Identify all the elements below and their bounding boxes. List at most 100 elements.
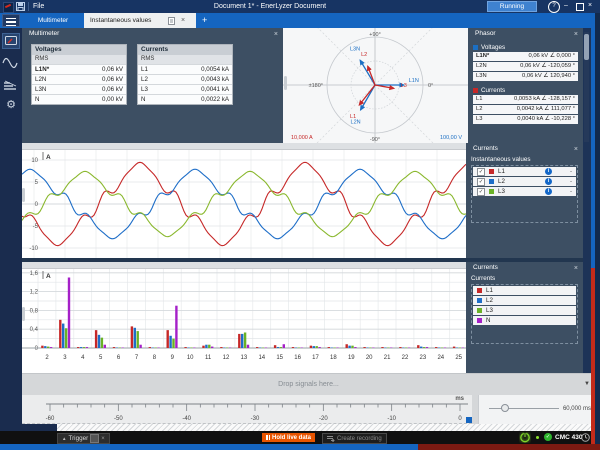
help-icon[interactable]: ? (548, 1, 560, 13)
sidebar-item-waveform[interactable] (2, 56, 20, 72)
phasor-row[interactable]: L3 0,0040 kA ∠ -10,228 ° (473, 115, 578, 124)
info-icon[interactable]: i (544, 168, 552, 175)
phasor-row[interactable]: L2N 0,06 kV ∠ -120,059 ° (473, 62, 578, 71)
row-value: 0,06 kV (102, 66, 123, 73)
hamburger-menu-icon[interactable] (2, 14, 20, 27)
svg-text:0°: 0° (428, 83, 433, 89)
legend-item[interactable]: L1 (473, 286, 576, 295)
sidebar-item-harmonics[interactable] (2, 78, 20, 94)
panel-title: Currents (473, 264, 498, 271)
signal-checkbox[interactable]: ✓ (477, 167, 485, 176)
phasor-row[interactable]: L2 0,0042 kA ∠ 111,077 ° (473, 105, 578, 114)
sidebar-item-multimeter[interactable] (2, 33, 20, 49)
phasor-row[interactable]: L3N 0,06 kV ∠ 120,940 ° (473, 72, 578, 81)
table-row[interactable]: L2N 0,06 kV (32, 74, 126, 84)
expand-down-icon[interactable]: ▼ (584, 381, 590, 387)
legend-item[interactable]: L2 (473, 296, 576, 305)
tab-instantaneous-values[interactable]: Instantaneous values × (84, 13, 196, 28)
splitter-handle[interactable] (284, 76, 287, 90)
legend-item[interactable]: L3 (473, 306, 576, 315)
close-icon[interactable]: × (573, 146, 578, 153)
power-icon[interactable] (519, 432, 531, 443)
hold-live-data-button[interactable]: Hold live data (262, 433, 316, 442)
row-value: 0,0043 kA (201, 76, 229, 83)
time-ruler[interactable]: ms -60 -50 -40 -30 -20 -10 0 (22, 395, 472, 424)
row-name: L3N (476, 73, 487, 79)
voltage-color-swatch (473, 44, 478, 50)
save-icon[interactable] (16, 2, 25, 11)
slider-track[interactable] (489, 408, 559, 409)
harmonics-currents-panel: Currents × Currents L1 L2 L3 N (466, 262, 583, 373)
signal-checkbox[interactable]: ✓ (477, 177, 485, 186)
close-icon[interactable]: × (273, 31, 278, 38)
svg-text:4: 4 (81, 355, 85, 361)
file-menu[interactable]: File (33, 3, 45, 10)
tab-multimeter[interactable]: Multimeter (37, 17, 69, 24)
list-item[interactable]: ✓ L1 i - (473, 167, 576, 176)
row-value: 0,00 kV (102, 96, 123, 103)
row-name: L2 (476, 106, 483, 112)
svg-text:17: 17 (312, 355, 319, 361)
right-gutter (583, 28, 591, 431)
timeline-row: ms -60 -50 -40 -30 -20 -10 0 60,000 ms (22, 395, 595, 424)
new-tab-button[interactable]: + (202, 15, 208, 25)
signal-color-swatch (489, 189, 494, 194)
table-row[interactable]: L2 0,0043 kA (138, 74, 232, 84)
maximize-icon[interactable] (576, 3, 584, 11)
info-icon[interactable]: i (544, 178, 552, 185)
list-item[interactable]: ✓ L3 i - (473, 187, 576, 196)
check-icon: ✓ (544, 433, 552, 441)
legend-item[interactable]: N (473, 316, 576, 325)
scrollbar-track[interactable] (584, 32, 589, 142)
svg-text:0,8: 0,8 (30, 308, 39, 314)
phasor-row[interactable]: L1N* 0,06 kV ∠ 0,000 ° (473, 52, 578, 61)
table-row[interactable]: N 0,00 kV (32, 94, 126, 104)
row-name: L2N (35, 76, 47, 83)
slider-handle[interactable] (501, 404, 509, 412)
svg-text:10: 10 (31, 158, 38, 164)
svg-text:-10: -10 (29, 246, 38, 252)
ruler-scroll-handle[interactable] (466, 417, 472, 423)
signal-extra: - (569, 178, 572, 185)
info-icon[interactable]: i (544, 188, 552, 195)
trigger-close-icon[interactable]: × (101, 435, 105, 442)
table-row[interactable]: L3N 0,06 kV (32, 84, 126, 94)
create-recording-button[interactable]: Create recording (322, 433, 387, 444)
minimize-icon[interactable]: – (564, 2, 568, 9)
table-row[interactable]: L1 0,0054 kA (138, 64, 232, 74)
title-bar: File Document 1* - EnerLyzer Document Ru… (0, 0, 600, 13)
clock-icon[interactable] (581, 433, 590, 442)
list-item[interactable]: ✓ L2 i - (473, 177, 576, 186)
legend-label: N (486, 317, 491, 324)
harmonics-icon (4, 80, 17, 90)
phasor-row[interactable]: L1 0,0053 kA ∠ -128,157 ° (473, 95, 578, 104)
svg-text:0: 0 (35, 346, 39, 352)
drop-hint: Drop signals here... (278, 381, 339, 388)
svg-text:-50: -50 (114, 416, 123, 422)
sidebar-item-settings[interactable]: ⚙ (2, 98, 20, 114)
table-row[interactable]: L3 0,0041 kA (138, 84, 232, 94)
table-row[interactable]: L1N* 0,06 kV (32, 64, 126, 74)
running-button[interactable]: Running (487, 1, 537, 12)
chart-toolbar (22, 262, 466, 269)
close-window-icon[interactable]: × (588, 2, 593, 9)
tab-label: Instantaneous values (90, 17, 152, 24)
close-icon[interactable]: × (573, 31, 578, 38)
tab-close-icon[interactable]: × (181, 17, 186, 24)
row-value: 0,0042 kA ∠ 111,077 ° (516, 106, 575, 112)
signal-checkbox[interactable]: ✓ (477, 187, 485, 196)
trigger-checkbox[interactable] (90, 434, 100, 443)
trigger-group[interactable]: ▲ Trigger × (57, 433, 110, 444)
table-row[interactable]: N 0,0022 kA (138, 94, 232, 104)
splitter-handle[interactable] (22, 307, 25, 321)
table-body: L1N* 0,06 kV L2N 0,06 kV L3N 0,06 kV N 0,00 kV (31, 64, 127, 105)
svg-text:±180°: ±180° (309, 83, 323, 89)
close-icon[interactable]: × (573, 265, 578, 272)
drop-signals-area[interactable]: Drop signals here... ▼ (22, 373, 595, 396)
splitter-handle[interactable] (22, 188, 25, 202)
svg-text:9: 9 (171, 355, 175, 361)
scrollbar-thumb[interactable] (584, 34, 589, 60)
svg-text:3: 3 (63, 355, 67, 361)
page-icon (168, 17, 175, 25)
